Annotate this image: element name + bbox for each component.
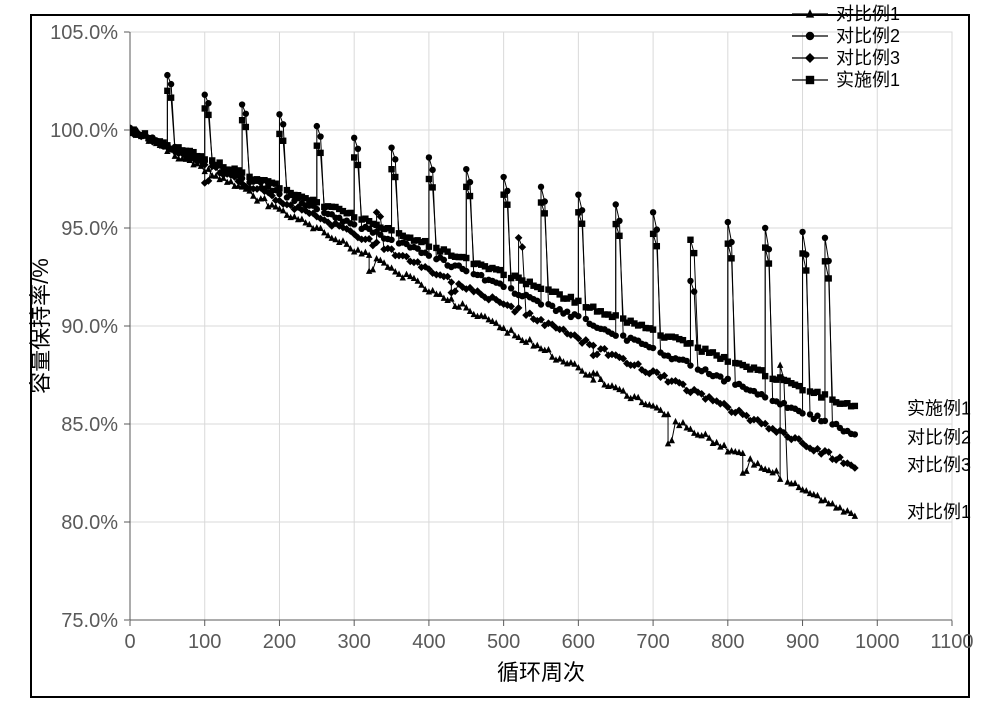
svg-text:90.0%: 90.0% [61, 316, 118, 338]
svg-text:循环周次: 循环周次 [497, 660, 585, 685]
svg-text:对比例2: 对比例2 [836, 26, 900, 46]
svg-text:对比例1: 对比例1 [836, 4, 900, 24]
capacity-retention-chart: 0 100 200 300 400 500 600 700 800 900 1000 1100 75.0… [0, 0, 1000, 712]
svg-text:100: 100 [188, 631, 221, 653]
svg-text:实施例1: 实施例1 [836, 70, 900, 90]
svg-text:900: 900 [786, 631, 819, 653]
svg-text:1100: 1100 [930, 631, 973, 653]
svg-text:95.0%: 95.0% [61, 218, 118, 240]
svg-text:对比例2: 对比例2 [907, 428, 971, 448]
svg-text:200: 200 [263, 631, 296, 653]
svg-text:700: 700 [636, 631, 669, 653]
svg-text:400: 400 [412, 631, 445, 653]
svg-text:1000: 1000 [855, 631, 900, 653]
svg-text:105.0%: 105.0% [50, 22, 118, 44]
svg-text:800: 800 [711, 631, 744, 653]
svg-text:75.0%: 75.0% [61, 610, 118, 632]
svg-text:对比例3: 对比例3 [907, 455, 971, 475]
svg-text:300: 300 [337, 631, 370, 653]
svg-text:实施例1: 实施例1 [907, 398, 971, 418]
svg-text:容量保持率/%: 容量保持率/% [28, 258, 53, 394]
svg-text:85.0%: 85.0% [61, 414, 118, 436]
svg-text:100.0%: 100.0% [50, 120, 118, 142]
svg-text:0: 0 [124, 631, 135, 653]
svg-text:600: 600 [562, 631, 595, 653]
svg-text:500: 500 [487, 631, 520, 653]
svg-text:对比例1: 对比例1 [907, 502, 971, 522]
svg-text:80.0%: 80.0% [61, 512, 118, 534]
svg-text:对比例3: 对比例3 [836, 48, 900, 68]
